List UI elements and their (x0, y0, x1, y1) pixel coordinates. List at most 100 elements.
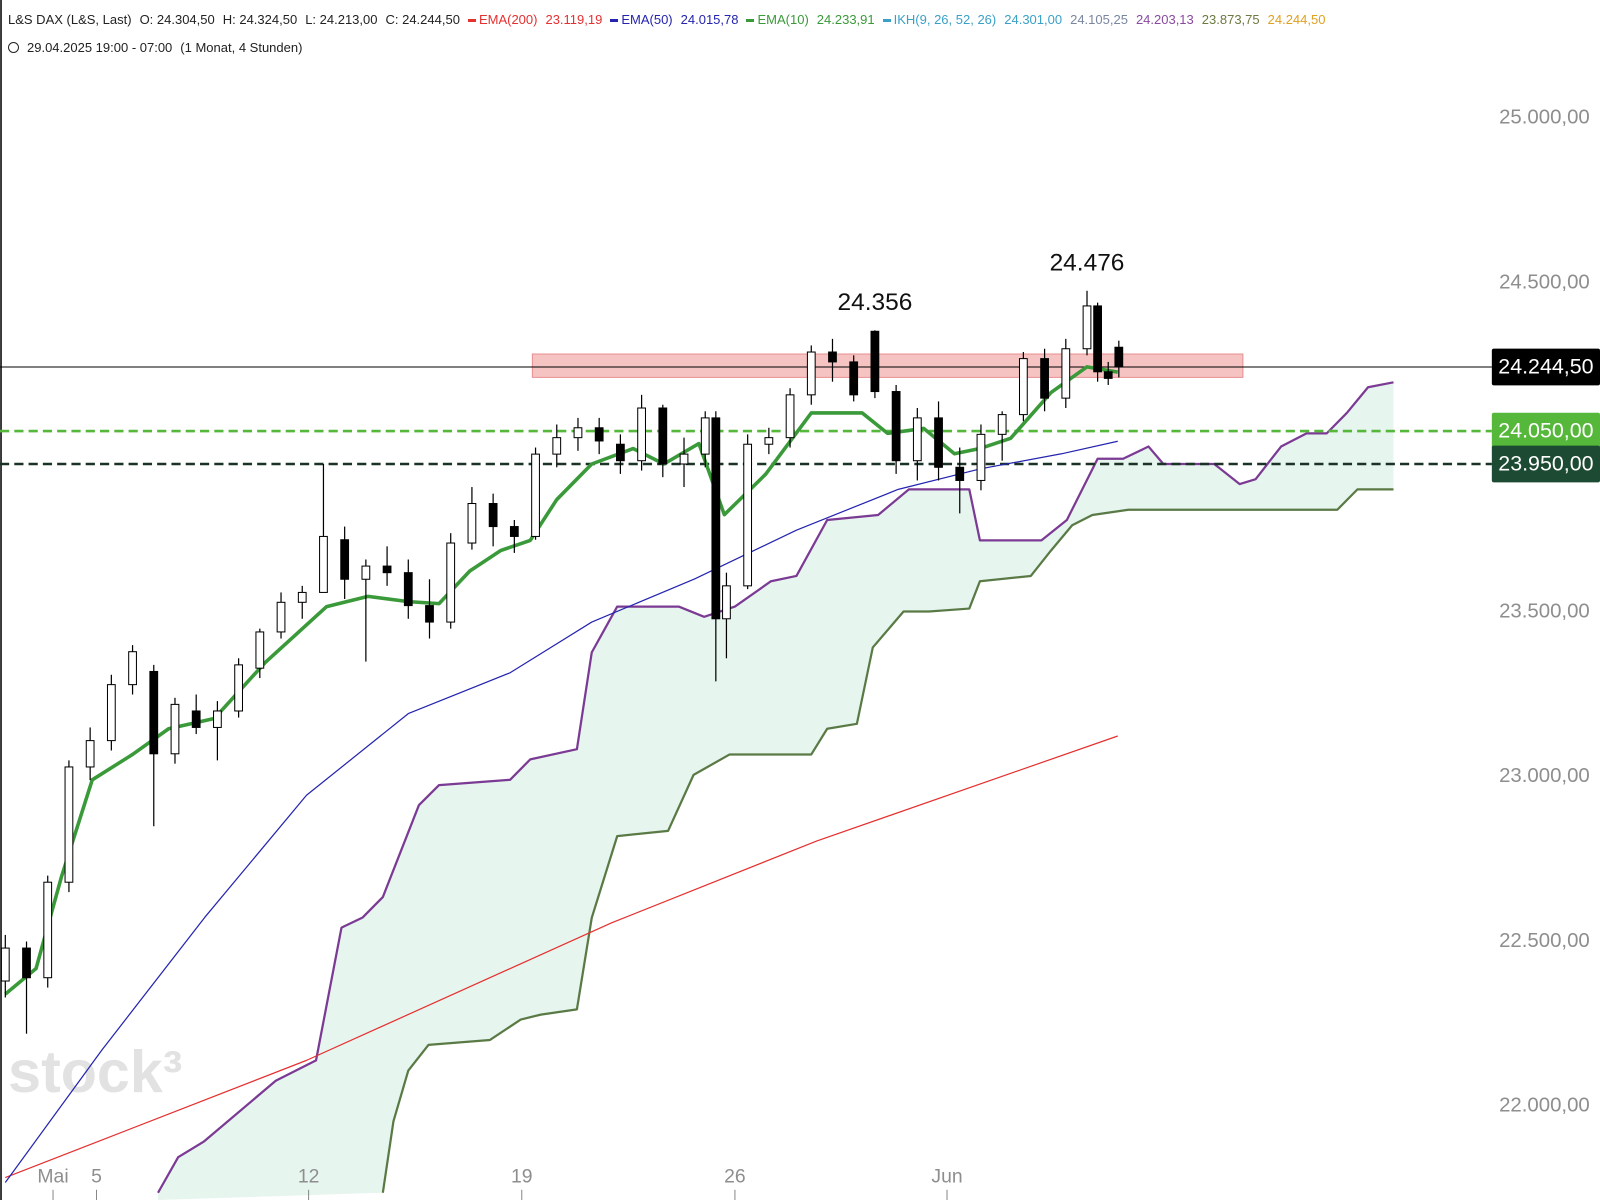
x-tick-label: 19 (511, 1166, 533, 1188)
legend-text: 24.244,50 (1267, 12, 1326, 27)
candle-body (828, 351, 837, 363)
peak-annotation: 24.476 (1050, 250, 1125, 277)
peak-annotation: 24.356 (837, 289, 912, 316)
legend-entry: EMA(50) (610, 12, 673, 27)
price-box-label: 23.950,00 (1498, 452, 1593, 476)
ema-line (5, 735, 1118, 1179)
legend-text: 24.203,13 (1135, 12, 1194, 27)
candle-body (297, 591, 307, 603)
x-tick-label: Mai (37, 1166, 68, 1188)
price-box (1491, 445, 1600, 483)
legend-value: 24.301,00 (1004, 12, 1062, 27)
candle-body (912, 417, 922, 462)
legend-value: 23.119,19 (545, 12, 602, 27)
candle-body (637, 407, 646, 462)
candle-body (467, 503, 477, 544)
candle-body (425, 605, 434, 623)
candle-body (43, 881, 53, 979)
x-tick-label: 12 (298, 1166, 320, 1188)
candle-body (976, 433, 986, 481)
legend-text: IKH(9, 26, 52, 26) (893, 12, 997, 27)
ohlc: C: 24.244,50 (385, 12, 460, 27)
period-line: 29.04.2025 19:00 - 07:00 (1 Monat, 4 Stu… (8, 40, 302, 55)
legend-text: 24.015,78 (680, 12, 739, 27)
candle-body (1061, 348, 1071, 399)
candle-body (276, 601, 286, 633)
legend-swatch (610, 19, 619, 23)
y-tick-label: 23.000,00 (1499, 765, 1590, 787)
candle-body (1093, 305, 1103, 373)
legend-value: 24.015,78 (681, 12, 739, 27)
candle-body (955, 466, 965, 481)
candle-body (934, 417, 943, 468)
legend-text: 24.233,91 (816, 12, 875, 27)
period: 29.04.2025 19:00 - 07:00 (27, 40, 173, 55)
header-line: L&S DAX (L&S, Last) O: 24.304,50 H: 24.3… (8, 12, 1325, 27)
candle-body (446, 542, 456, 623)
candle-body (870, 330, 880, 393)
legend-swatch (746, 19, 755, 23)
legend-value: 24.233,91 (817, 12, 875, 27)
candle-body (0, 947, 10, 982)
legend-entry: EMA(200) (467, 12, 538, 27)
candle-body (711, 417, 721, 620)
legend-value: 24.203,13 (1136, 12, 1194, 27)
x-tick-label: Jun (931, 1166, 962, 1188)
legend-swatch (882, 19, 891, 23)
range: (1 Monat, 4 Stunden) (180, 40, 303, 55)
candle-body (1114, 346, 1124, 368)
legend-swatch (467, 19, 476, 23)
price-box (1491, 412, 1600, 450)
x-tick-label: 26 (724, 1166, 746, 1188)
candle-body (1103, 371, 1113, 379)
candle-body (361, 565, 371, 580)
candle-body (255, 631, 265, 669)
candle-body (509, 526, 519, 537)
candle-body (552, 437, 562, 455)
legend: EMA(200) 23.119,19 EMA(50) 24.015,78 EMA(10)… (467, 12, 1326, 27)
price-box-label: 24.050,00 (1498, 419, 1593, 443)
x-tick-label: 5 (91, 1166, 102, 1188)
ohlc: O: 24.304,50 (139, 12, 215, 27)
y-tick-label: 22.500,00 (1499, 930, 1590, 952)
legend-value: 23.873,75 (1202, 12, 1260, 27)
candle-body (1040, 358, 1049, 399)
resistance-zone (531, 353, 1244, 378)
legend-text: 23.873,75 (1201, 12, 1260, 27)
candle-body (764, 437, 774, 445)
y-tick-label: 23.500,00 (1499, 601, 1590, 623)
legend-entry: EMA(10) (746, 12, 809, 27)
candle-body (849, 361, 859, 396)
candle-body (679, 453, 689, 465)
candle-body (191, 710, 201, 728)
candle-body (785, 394, 795, 439)
watermark: stock³ (8, 1038, 182, 1105)
candle-body (128, 651, 137, 686)
candle-body (743, 443, 753, 587)
candle-body (64, 766, 74, 883)
candle-body (85, 740, 95, 768)
ohlc: H: 24.324,50 (222, 12, 298, 27)
candle-body (170, 703, 180, 755)
span-b-line (381, 488, 1394, 1193)
candle-body (573, 427, 583, 439)
candle-body (488, 503, 498, 528)
candle-body (616, 443, 625, 462)
clock-icon (8, 42, 19, 53)
candle-body (106, 684, 116, 742)
candle-body (149, 670, 159, 755)
ohlc: L: 24.213,00 (305, 12, 378, 27)
cloud (158, 382, 1394, 1200)
candle-body (1018, 358, 1028, 416)
legend-text: EMA(50) (621, 12, 673, 27)
legend-entry: IKH(9, 26, 52, 26) (882, 12, 997, 27)
candle-body (403, 572, 413, 607)
legend-text: 24.301,00 (1004, 12, 1063, 27)
candle-body (806, 351, 816, 396)
legend-text: EMA(200) (478, 12, 538, 27)
candle-body (340, 539, 350, 580)
price-box-label: 24.244,50 (1498, 355, 1593, 379)
y-tick-label: 24.500,00 (1499, 271, 1590, 293)
